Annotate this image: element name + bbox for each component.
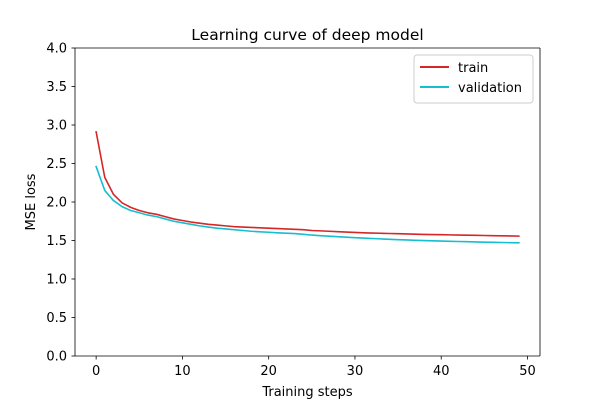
x-axis-title: Training steps <box>261 385 353 400</box>
y-tick-label: 0.5 <box>46 311 67 326</box>
x-tick-label: 20 <box>260 364 277 379</box>
y-tick-label: 0.0 <box>46 350 67 365</box>
y-axis: 0.0 0.5 1.0 1.5 2.0 2.5 3.0 3.5 4.0 <box>46 42 75 365</box>
y-tick-label: 1.5 <box>46 234 67 249</box>
y-tick-label: 3.5 <box>46 80 67 95</box>
y-tick-label: 4.0 <box>46 42 67 57</box>
x-tick-label: 30 <box>347 364 364 379</box>
chart-title: Learning curve of deep model <box>191 26 423 44</box>
legend: train validation <box>413 54 534 104</box>
x-tick-label: 40 <box>433 364 450 379</box>
y-tick-label: 2.5 <box>46 157 67 172</box>
y-tick-label: 2.0 <box>46 196 67 211</box>
x-tick-label: 10 <box>174 364 191 379</box>
series-line-validation <box>95 165 520 244</box>
series-layer <box>95 130 520 244</box>
x-tick-label: 0 <box>92 364 100 379</box>
y-tick-label: 1.0 <box>46 273 67 288</box>
series-line-train <box>95 130 520 237</box>
y-tick-label: 3.0 <box>46 119 67 134</box>
y-axis-title: MSE loss <box>24 173 39 230</box>
legend-label-validation: validation <box>458 81 522 96</box>
x-axis: 0 10 20 30 40 50 <box>92 356 536 379</box>
x-tick-label: 50 <box>519 364 536 379</box>
legend-label-train: train <box>458 61 488 76</box>
